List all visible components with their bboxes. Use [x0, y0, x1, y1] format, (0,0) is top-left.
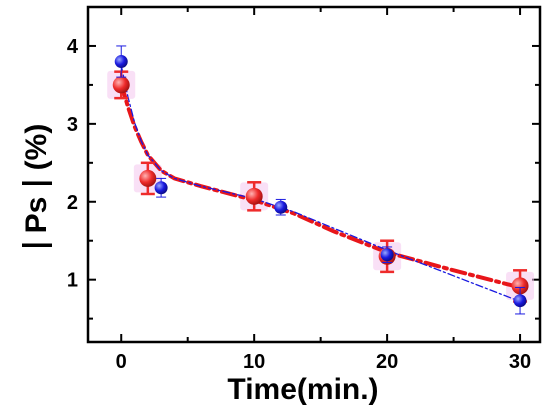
plot-frame: [86, 5, 542, 344]
fit-curve-series-1: [119, 81, 523, 290]
data-point-series-2: [513, 294, 527, 308]
data-point-series-2: [274, 200, 288, 214]
y-tick-label: 2: [67, 192, 78, 214]
fit-curve-series-2: [120, 64, 521, 303]
data-point-series-1: [139, 169, 157, 187]
x-tick-label: 10: [243, 351, 265, 373]
y-title-bar-right: [22, 181, 52, 185]
y-title-main: Ps: [20, 197, 53, 234]
data-point-series-2: [114, 55, 128, 69]
x-axis-title: Time(min.): [227, 373, 378, 406]
y-tick-label: 4: [67, 36, 79, 58]
y-tick-label: 3: [67, 114, 78, 136]
y-title-bar-left: [22, 243, 52, 247]
y-title-unit: (%): [20, 124, 53, 171]
y-axis-title: Ps (%): [20, 124, 53, 247]
y-tick-label: 1: [67, 270, 78, 292]
data-point-series-1: [112, 76, 130, 94]
data-point-series-1: [511, 277, 529, 295]
data-point-series-2: [380, 248, 394, 262]
data-point-series-1: [245, 187, 263, 205]
data-point-series-2: [154, 181, 168, 195]
x-tick-label: 20: [376, 351, 398, 373]
x-tick-label: 0: [116, 351, 127, 373]
x-tick-label: 30: [509, 351, 531, 373]
